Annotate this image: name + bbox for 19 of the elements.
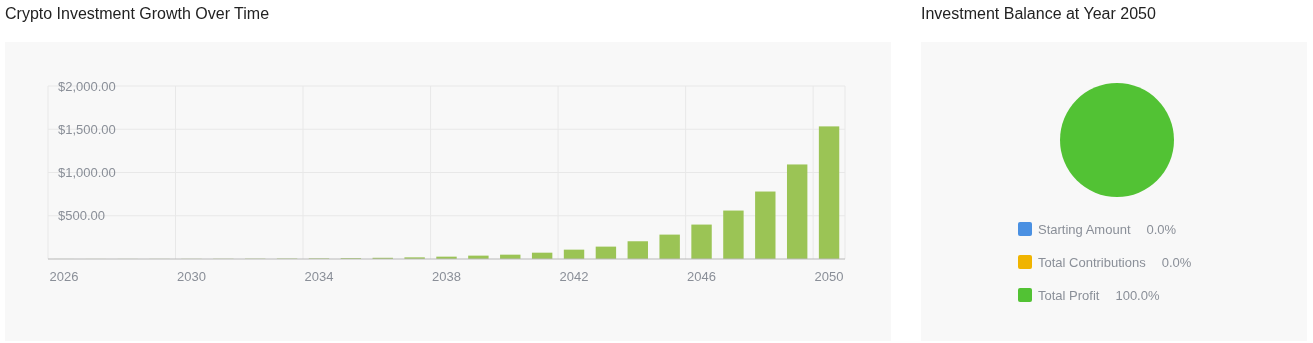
y-tick-label: $1,000.00 (58, 165, 116, 181)
chart-title: Crypto Investment Growth Over Time (5, 5, 270, 22)
text: 0.0% (1161, 254, 1192, 270)
y-tick-label: $500.00 (58, 208, 105, 224)
x-tick-label: 2042 (559, 269, 589, 284)
x-tick-label: 2034 (304, 269, 334, 284)
y-tick-label: $2,000.00 (58, 78, 116, 94)
x-tick-label: 2046 (687, 269, 716, 284)
legend-label: Starting Amount (1038, 221, 1131, 237)
x-tick-label: 2030 (177, 269, 206, 284)
y-tick-label: $1,500.00 (58, 121, 116, 137)
legend-label: Total Contributions (1038, 254, 1146, 270)
x-tick-label: 2038 (432, 269, 461, 284)
x-tick-label: 2050 (814, 269, 844, 284)
text: 0.0% (1146, 221, 1177, 237)
chart-title: Investment Balance at Year 2050 (921, 5, 1156, 22)
legend-label: Total Profit (1038, 287, 1100, 303)
data-label: 100.0% (1115, 287, 1160, 303)
x-tick-label: 2026 (49, 269, 79, 284)
